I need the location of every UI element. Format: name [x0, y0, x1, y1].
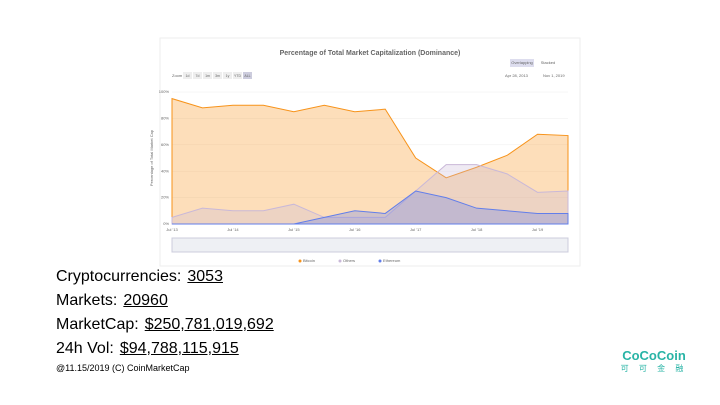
logo: CoCoCoin 可 可 金 融 — [618, 348, 690, 374]
x-tick-label: Jul '17 — [410, 227, 422, 232]
zoom-label: Zoom — [172, 73, 183, 78]
date-from: Apr 28, 2013 — [505, 73, 529, 78]
stat-value: $94,788,115,915 — [119, 340, 239, 357]
chart-title: Percentage of Total Market Capitalizatio… — [280, 50, 461, 57]
legend-label: Bitcoin — [303, 258, 315, 263]
x-tick-label: Jul '15 — [288, 227, 300, 232]
zoom-button-label: 1y — [226, 74, 230, 78]
y-tick-label: 80% — [161, 115, 169, 120]
y-tick-label: 0% — [163, 221, 169, 226]
zoom-button[interactable] — [223, 72, 232, 79]
navigator — [171, 237, 569, 253]
zoom-button[interactable] — [183, 72, 192, 79]
stat-value: $250,781,019,692 — [144, 316, 274, 333]
zoom-button-label: 1m — [205, 74, 210, 78]
zoom-button[interactable] — [243, 72, 252, 79]
logo-chinese: 可 可 金 融 — [620, 364, 688, 373]
x-tick-label: Jul '19 — [532, 227, 544, 232]
x-tick-label: Jul '13 — [166, 227, 178, 232]
zoom-button[interactable] — [213, 72, 222, 79]
area — [172, 190, 569, 225]
zoom-button[interactable] — [203, 72, 212, 79]
zoom-button-label: 1d — [186, 74, 190, 78]
zoom-button-label: 3m — [215, 74, 220, 78]
footer: @11.15/2019 (C) CoinMarketCap — [56, 363, 190, 373]
stat-value: 20960 — [123, 292, 168, 309]
y-axis-label: Percentage of Total Market Cap — [149, 129, 154, 186]
zoom-button-label: 7d — [196, 74, 200, 78]
stat: 24h Vol: $94,788,115,915 — [56, 340, 239, 358]
area — [171, 164, 569, 225]
x-tick-label: Jul '16 — [349, 227, 361, 232]
legend-label: Ethereum — [383, 258, 401, 263]
y-tick-label: 20% — [161, 195, 169, 200]
x-tick-label: Jul '18 — [471, 227, 483, 232]
stat-label: Markets: — [56, 292, 118, 309]
stat-label: Cryptocurrencies: — [56, 268, 182, 285]
zoom-button[interactable] — [193, 72, 202, 79]
mode-button[interactable] — [536, 59, 560, 67]
legend-marker — [298, 259, 302, 263]
logo-brand: CoCoCoin — [622, 348, 686, 363]
legend-label: Others — [343, 258, 355, 263]
date-to: Nov 1, 2019 — [543, 73, 565, 78]
stat-value: 3053 — [187, 268, 223, 285]
y-tick-label: 100% — [159, 89, 170, 94]
mode-button-label: Stacked — [541, 60, 555, 65]
area — [171, 97, 569, 225]
mode-button[interactable] — [510, 59, 534, 67]
zoom-button-label: ALL — [244, 74, 250, 78]
legend-marker — [378, 259, 382, 263]
mode-button-label: Overlapping — [511, 60, 533, 65]
y-tick-label: 40% — [161, 168, 169, 173]
stat: MarketCap: $250,781,019,692 — [56, 316, 274, 334]
y-tick-label: 60% — [161, 142, 169, 147]
x-tick-label: Jul '14 — [227, 227, 239, 232]
stat: Markets: 20960 — [56, 292, 168, 310]
zoom-button-label: YTD — [234, 74, 241, 78]
stat-label: MarketCap: — [56, 316, 139, 333]
chart: Percentage of Total Market Capitalizatio… — [149, 37, 581, 267]
stat: Cryptocurrencies: 3053 — [56, 268, 223, 286]
stat-label: 24h Vol: — [56, 340, 114, 357]
zoom-button[interactable] — [233, 72, 242, 79]
legend-marker — [338, 259, 342, 263]
